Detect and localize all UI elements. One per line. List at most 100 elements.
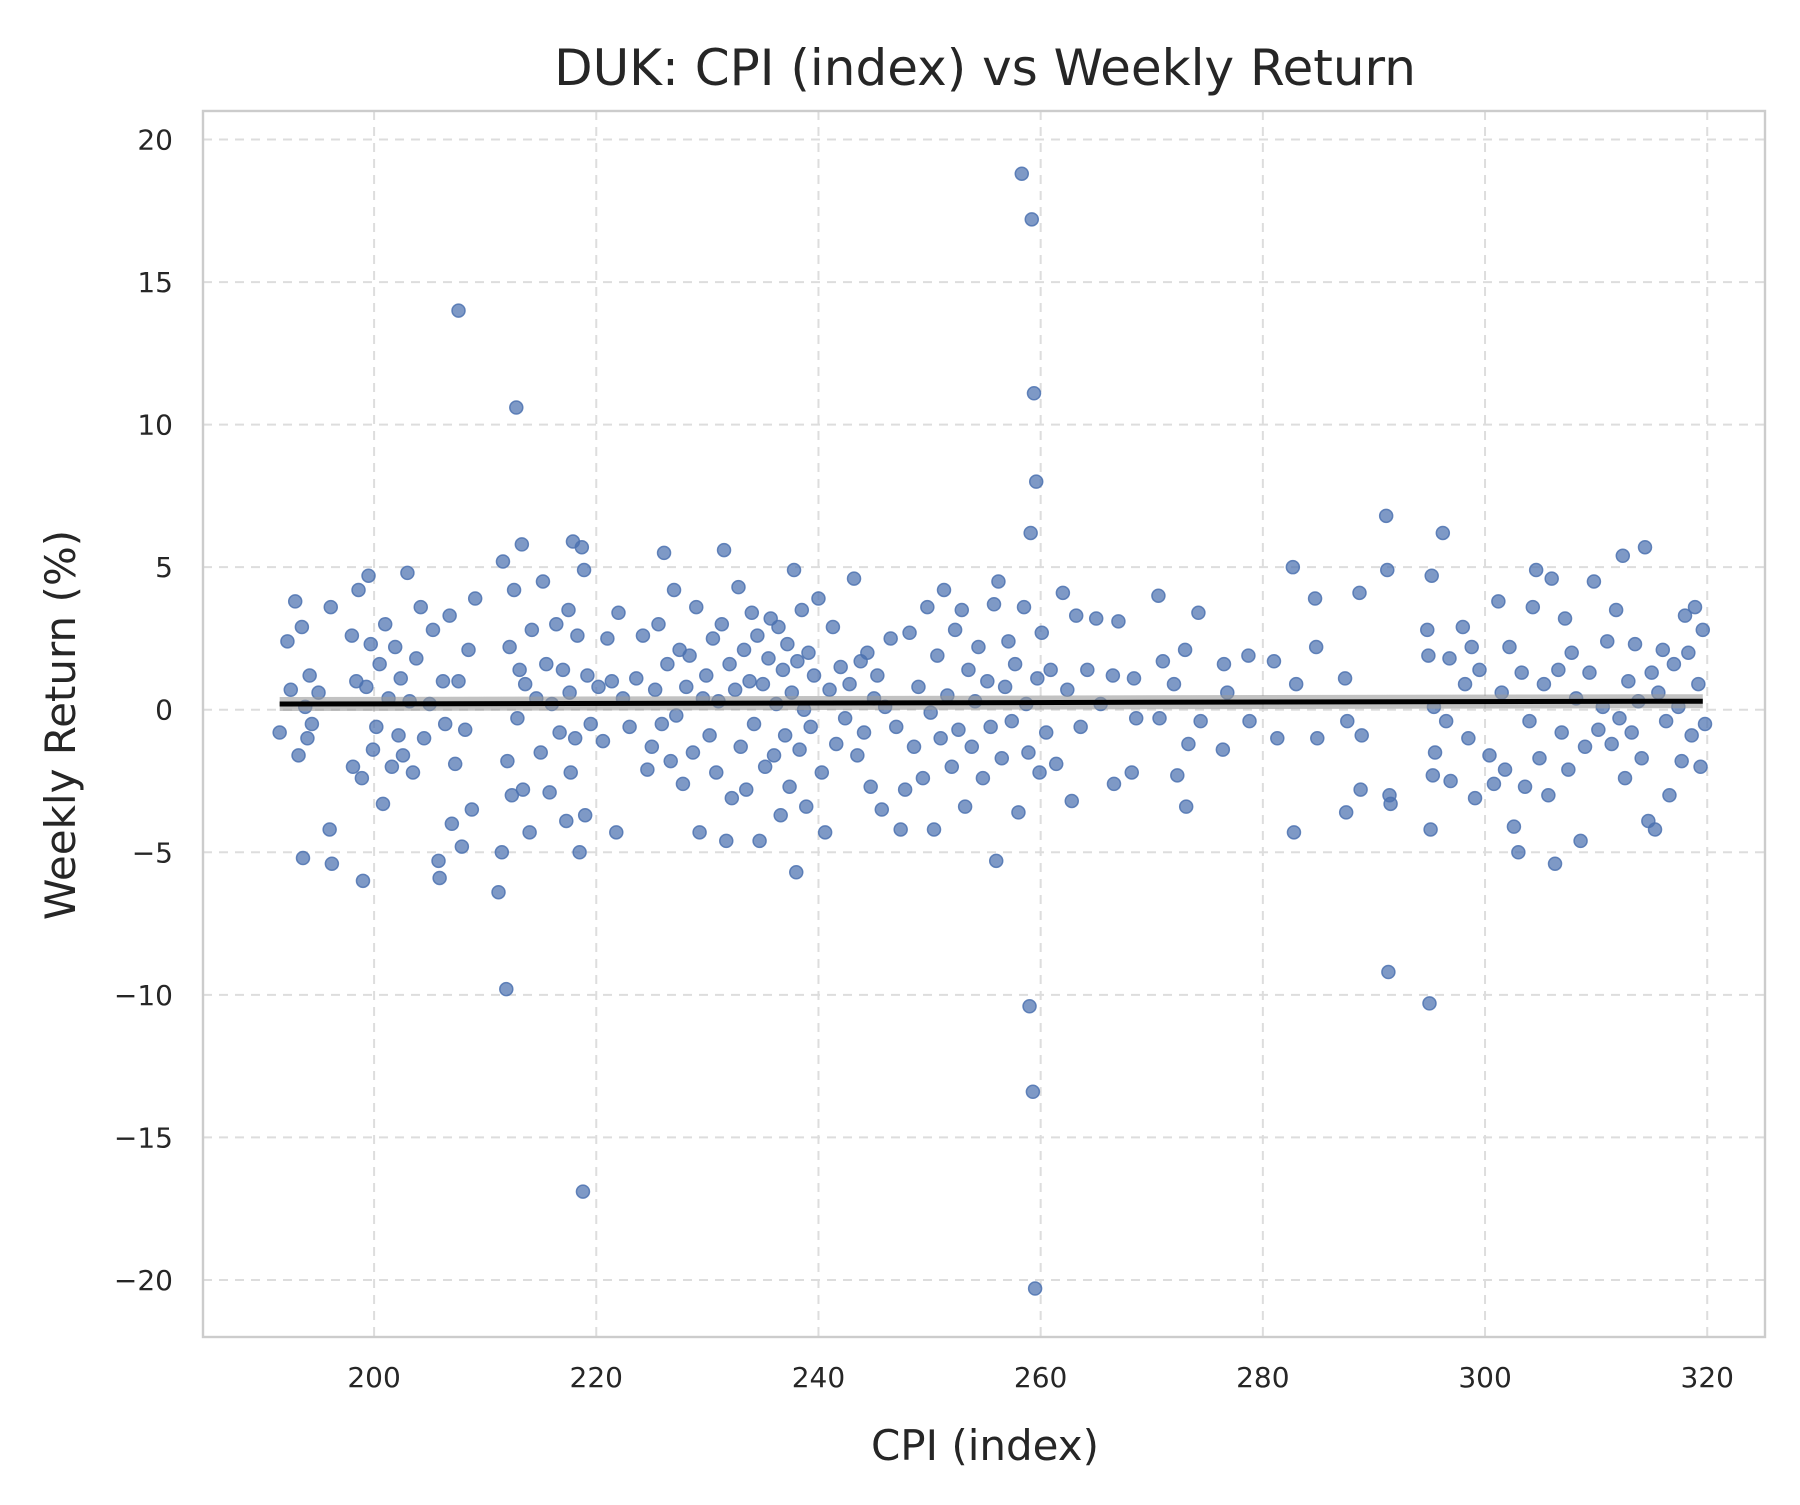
data-point: [322, 822, 337, 837]
data-point: [656, 545, 672, 561]
data-point: [1511, 845, 1526, 860]
data-point: [354, 770, 370, 786]
data-point: [1022, 999, 1037, 1014]
data-point: [451, 673, 466, 689]
data-point: [1383, 796, 1398, 812]
data-point: [600, 631, 615, 646]
data-point: [1310, 731, 1325, 746]
data-point: [500, 753, 515, 769]
data-point: [1073, 719, 1088, 735]
data-point: [1522, 713, 1537, 729]
data-point: [964, 739, 980, 755]
data-point: [1693, 759, 1708, 775]
data-point: [988, 853, 1004, 869]
x-axis-label: CPI (index): [871, 1421, 1099, 1470]
data-point: [1424, 568, 1439, 583]
data-point: [409, 651, 424, 666]
data-point: [682, 648, 697, 663]
data-points: [272, 166, 1713, 1296]
x-tick-label: 300: [1458, 1361, 1511, 1394]
data-point: [822, 682, 837, 698]
data-point: [1380, 562, 1395, 578]
data-point: [911, 679, 926, 695]
data-point: [1423, 822, 1438, 837]
data-point: [454, 839, 470, 854]
data-point: [1060, 682, 1075, 698]
data-point: [1241, 648, 1256, 663]
data-point: [1634, 750, 1649, 766]
data-point: [1038, 725, 1054, 740]
data-point: [660, 656, 675, 672]
data-point: [644, 739, 660, 755]
data-point: [442, 608, 457, 623]
data-point: [856, 725, 872, 740]
data-point: [1420, 622, 1435, 638]
y-tick-label: −5: [132, 836, 173, 869]
data-point: [1442, 651, 1457, 666]
data-point: [1034, 625, 1050, 641]
data-point: [542, 785, 557, 800]
data-point: [1655, 642, 1671, 658]
data-point: [1007, 656, 1023, 672]
data-point: [1517, 779, 1533, 794]
data-point: [405, 765, 421, 780]
data-point: [1023, 525, 1038, 541]
data-point: [629, 671, 644, 686]
data-point: [604, 673, 620, 689]
data-point: [1684, 728, 1699, 743]
data-point: [1621, 673, 1636, 689]
data-point: [524, 622, 540, 638]
data-point: [1124, 765, 1140, 780]
data-point: [549, 616, 564, 632]
data-point: [817, 825, 833, 840]
data-point: [771, 619, 786, 635]
data-point: [1528, 562, 1544, 578]
data-point: [1088, 611, 1104, 626]
data-point: [393, 671, 408, 686]
data-point: [400, 565, 415, 581]
data-point: [1270, 731, 1285, 746]
data-point: [1674, 753, 1689, 769]
data-point: [997, 679, 1013, 695]
data-point: [954, 602, 970, 618]
data-point: [447, 756, 463, 772]
data-point: [510, 711, 525, 726]
data-point: [1662, 788, 1677, 803]
data-point: [1337, 671, 1353, 686]
data-point: [920, 599, 935, 615]
data-point: [1021, 745, 1036, 760]
data-point: [1425, 768, 1441, 783]
data-point: [432, 870, 447, 886]
data-point: [425, 622, 441, 638]
data-point: [980, 673, 995, 689]
data-point: [1055, 585, 1071, 601]
data-point: [295, 850, 311, 866]
y-tick-label: 0: [155, 694, 173, 727]
data-point: [733, 739, 748, 755]
data-point: [1438, 713, 1454, 729]
data-point: [1564, 645, 1579, 660]
data-point: [535, 574, 551, 589]
data-point: [1435, 525, 1451, 541]
data-point: [944, 759, 960, 775]
data-point: [742, 673, 757, 689]
data-point: [679, 679, 694, 695]
data-point: [509, 400, 524, 415]
data-point: [902, 625, 917, 641]
data-point: [991, 574, 1006, 589]
data-point: [609, 825, 624, 840]
data-point: [689, 599, 704, 615]
y-tick-label: 20: [137, 124, 173, 157]
data-point: [1028, 474, 1044, 489]
data-point: [926, 822, 942, 837]
data-point: [1557, 611, 1573, 626]
y-tick-label: −10: [114, 979, 173, 1012]
data-point: [294, 619, 310, 635]
data-point: [933, 731, 948, 746]
data-point: [1025, 1084, 1041, 1100]
data-point: [561, 602, 576, 618]
data-point: [583, 716, 598, 732]
data-point: [580, 668, 595, 683]
data-point: [792, 742, 807, 757]
